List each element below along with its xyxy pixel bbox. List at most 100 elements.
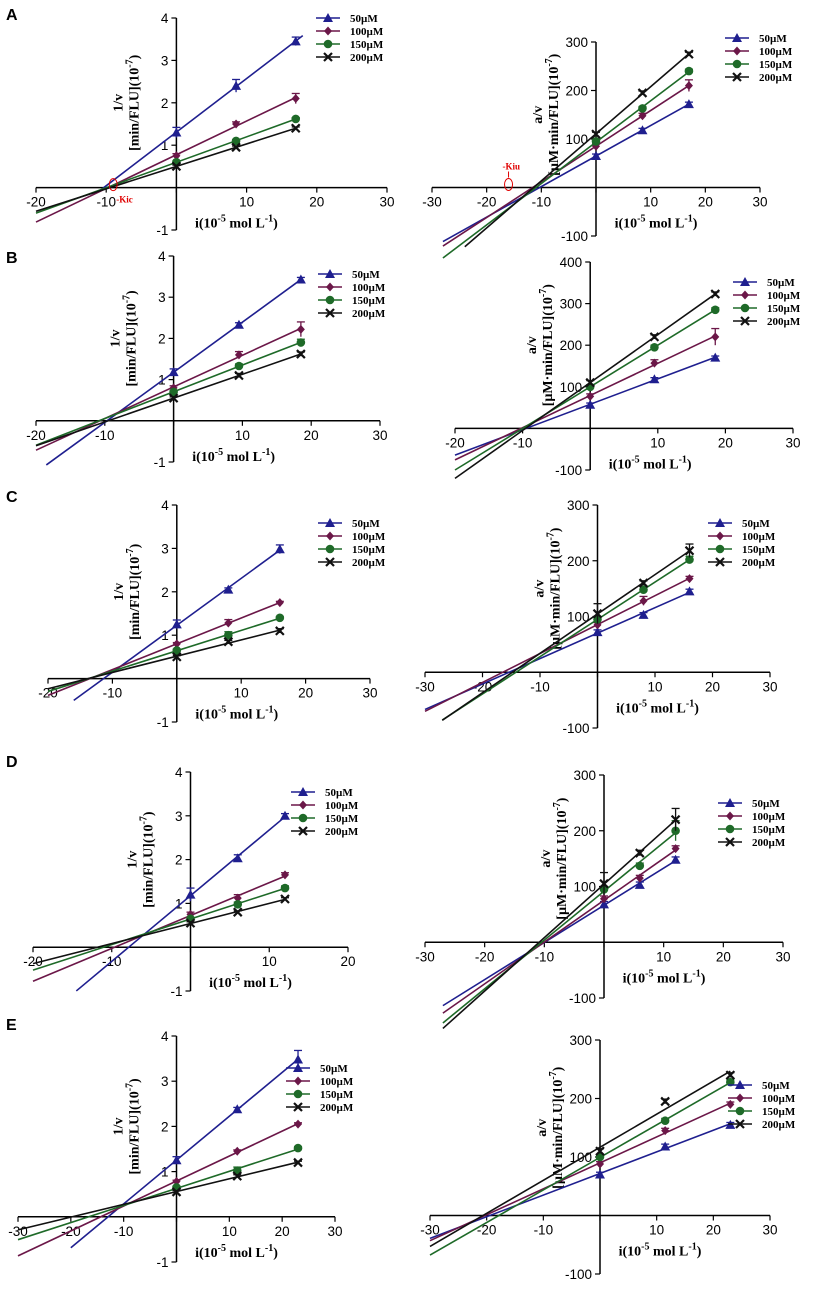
x-axis-label-part: -5	[218, 1243, 226, 1254]
y-tick-label: -100	[569, 991, 596, 1006]
y-tick-label: 100	[560, 380, 583, 395]
x-axis-label-part: mol L	[240, 976, 279, 991]
data-point-200m	[637, 88, 648, 98]
data-point-50m	[637, 125, 648, 135]
y-tick-label: 2	[161, 96, 169, 111]
legend-label-150m: 150µM	[350, 39, 384, 51]
x-tick-label: -30	[8, 1224, 28, 1239]
legend-marker-200m	[323, 52, 333, 62]
fit-line-200m	[429, 1070, 731, 1248]
fit-line-150m	[32, 887, 286, 971]
data-point-50m	[171, 1155, 182, 1165]
data-point-150m	[172, 646, 182, 655]
panel-label-d: D	[6, 754, 18, 771]
x-axis-label-part: -5	[218, 214, 226, 225]
legend-label-150m: 150µM	[320, 1089, 354, 1101]
panel-label-c: C	[6, 489, 18, 506]
x-tick-label: 20	[275, 1224, 290, 1239]
data-point-150m	[638, 104, 647, 113]
data-point-100m	[635, 873, 644, 883]
fit-line-150m	[35, 341, 302, 446]
data-point-100m	[596, 1159, 604, 1169]
y-axis-unit-part: -7	[125, 1083, 136, 1091]
data-point-50m	[710, 352, 721, 362]
legend-label-50m: 50µM	[767, 277, 795, 289]
y-axis-label: 1/v	[112, 1117, 127, 1135]
data-point-150m	[293, 1143, 303, 1153]
data-point-200m	[585, 377, 595, 388]
x-tick-label: 30	[785, 435, 800, 450]
y-tick-label: 1	[161, 138, 169, 153]
data-point-100m	[234, 350, 243, 360]
legend-marker-150m	[298, 813, 308, 823]
data-point-150m	[685, 555, 694, 564]
y-axis-unit-label: [min/FLU](10-7)	[125, 543, 143, 640]
x-tick-label: -10	[532, 195, 552, 210]
y-axis-unit-part: [µM·min/FLU](10	[555, 811, 570, 920]
legend-label-100m: 100µM	[752, 811, 786, 823]
x-tick-label: -20	[23, 954, 43, 969]
data-point-150m	[233, 899, 243, 909]
x-tick-label: -10	[535, 949, 555, 964]
legend-label-150m: 150µM	[742, 544, 776, 556]
y-tick-label: 200	[569, 1092, 592, 1107]
x-axis-label-part: i(10	[616, 701, 639, 716]
y-tick-label: 3	[161, 53, 169, 68]
fit-line-200m	[17, 1161, 299, 1231]
x-axis-label-part: )	[693, 217, 698, 232]
x-tick-label: -30	[422, 195, 442, 210]
fit-line-150m	[429, 1081, 731, 1256]
data-point-200m	[185, 918, 196, 928]
y-axis-label: 1/v	[111, 94, 126, 112]
y-axis-unit-part: )	[541, 284, 556, 289]
x-tick-label: 20	[705, 679, 720, 694]
x-axis-label-part: i(10	[195, 708, 218, 723]
data-point-200m	[172, 652, 182, 662]
x-axis-label-part: -1	[688, 1242, 696, 1253]
x-axis-label-part: )	[273, 1246, 278, 1261]
y-tick-label: 4	[161, 11, 169, 26]
data-point-100m	[281, 870, 289, 880]
data-point-100m	[296, 324, 305, 334]
y-axis-unit-part: -7	[122, 295, 133, 303]
data-point-150m	[650, 342, 659, 352]
data-point-200m	[595, 1146, 605, 1156]
x-tick-label: 20	[298, 686, 313, 701]
y-tick-label: 100	[573, 880, 596, 895]
x-axis-label-part: )	[701, 971, 706, 986]
panel-label-e: E	[6, 1017, 17, 1034]
y-axis-unit-part: [µM·min/FLU](10	[541, 297, 556, 406]
data-point-50m	[295, 274, 306, 284]
legend-marker-150m	[715, 544, 725, 554]
legend-marker-50m	[298, 787, 308, 796]
fit-line-100m	[454, 335, 716, 461]
x-tick-label: 30	[762, 679, 777, 694]
x-axis-label-part: -5	[645, 968, 653, 979]
y-tick-label: 3	[175, 809, 183, 824]
data-point-100m	[684, 81, 693, 91]
y-tick-label: 300	[569, 1033, 592, 1048]
data-point-200m	[231, 142, 241, 153]
legend-label-150m: 150µM	[762, 1106, 796, 1118]
x-tick-label: -20	[26, 195, 46, 210]
legend-label-50m: 50µM	[352, 518, 380, 530]
data-point-100m	[639, 596, 648, 606]
data-point-200m	[168, 393, 179, 403]
legend-label-200m: 200µM	[759, 72, 793, 84]
legend-marker-200m	[735, 1119, 745, 1129]
legend-marker-200m	[293, 1102, 303, 1112]
y-tick-label: 1	[161, 1165, 169, 1180]
data-point-200m	[290, 123, 301, 134]
data-point-200m	[223, 636, 234, 647]
fit-line-50m	[75, 816, 286, 992]
y-axis-unit-part: [µM·min/FLU](10	[549, 541, 564, 650]
x-axis-label-part: mol L	[650, 1245, 689, 1260]
y-axis-unit-part: )	[142, 811, 157, 816]
legend-label-200m: 200µM	[352, 308, 386, 320]
y-tick-label: -100	[562, 721, 589, 736]
x-tick-label: -10	[96, 195, 116, 210]
data-point-50m	[670, 854, 681, 864]
